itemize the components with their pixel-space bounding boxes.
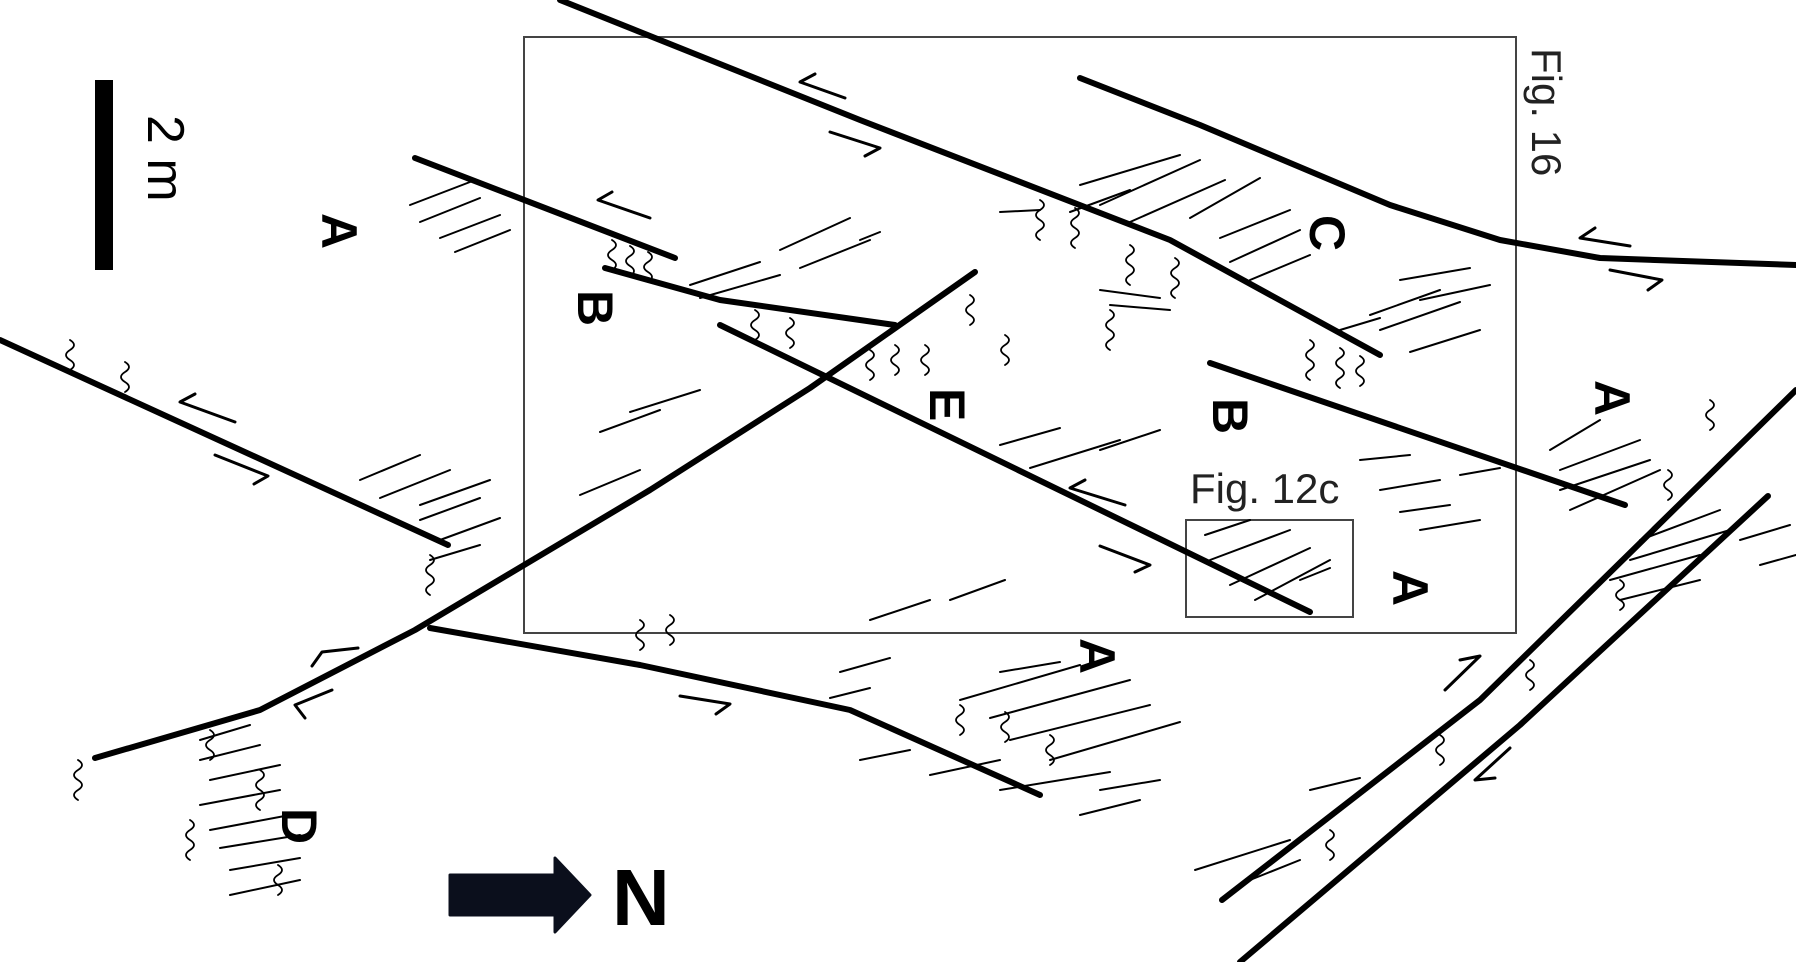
fault-b-lower	[602, 265, 898, 328]
north-arrow-icon	[448, 856, 592, 934]
north-arrow: N	[448, 853, 670, 942]
fault-e	[717, 322, 1313, 615]
domain-label-a2: A	[1584, 380, 1640, 416]
domain-label-c: C	[1299, 215, 1355, 251]
domain-label-b2: B	[1202, 398, 1258, 434]
fault-b-upper	[412, 155, 678, 261]
fault-top-long	[557, 0, 1383, 358]
fault-lower	[427, 625, 1043, 798]
fault-right-2	[1237, 493, 1771, 962]
domain-label-a1: A	[311, 213, 367, 249]
fig16-inset-frame	[523, 36, 1517, 634]
fig12c-label: Fig. 12c	[1190, 465, 1339, 512]
domain-label-e: E	[919, 388, 975, 421]
fig12c-inset-frame	[1185, 519, 1354, 618]
domain-label-b1: B	[567, 290, 623, 326]
fault-right-1	[1219, 387, 1796, 903]
fig16-label: Fig. 16	[1523, 48, 1570, 176]
fracture-traces	[199, 154, 1796, 896]
scale-bar-label: 2 m	[136, 115, 194, 202]
north-label: N	[612, 853, 670, 942]
domain-label-d: D	[271, 808, 327, 844]
fault-left	[0, 337, 451, 548]
fault-b-right	[1207, 360, 1628, 508]
domain-label-a3: A	[1382, 570, 1438, 606]
wavy-traces	[65, 199, 1715, 896]
domain-label-a4: A	[1069, 638, 1125, 674]
fault-top-right	[1077, 75, 1796, 268]
fault-diagonal	[92, 269, 978, 761]
shear-sense-arrows	[178, 72, 1664, 782]
